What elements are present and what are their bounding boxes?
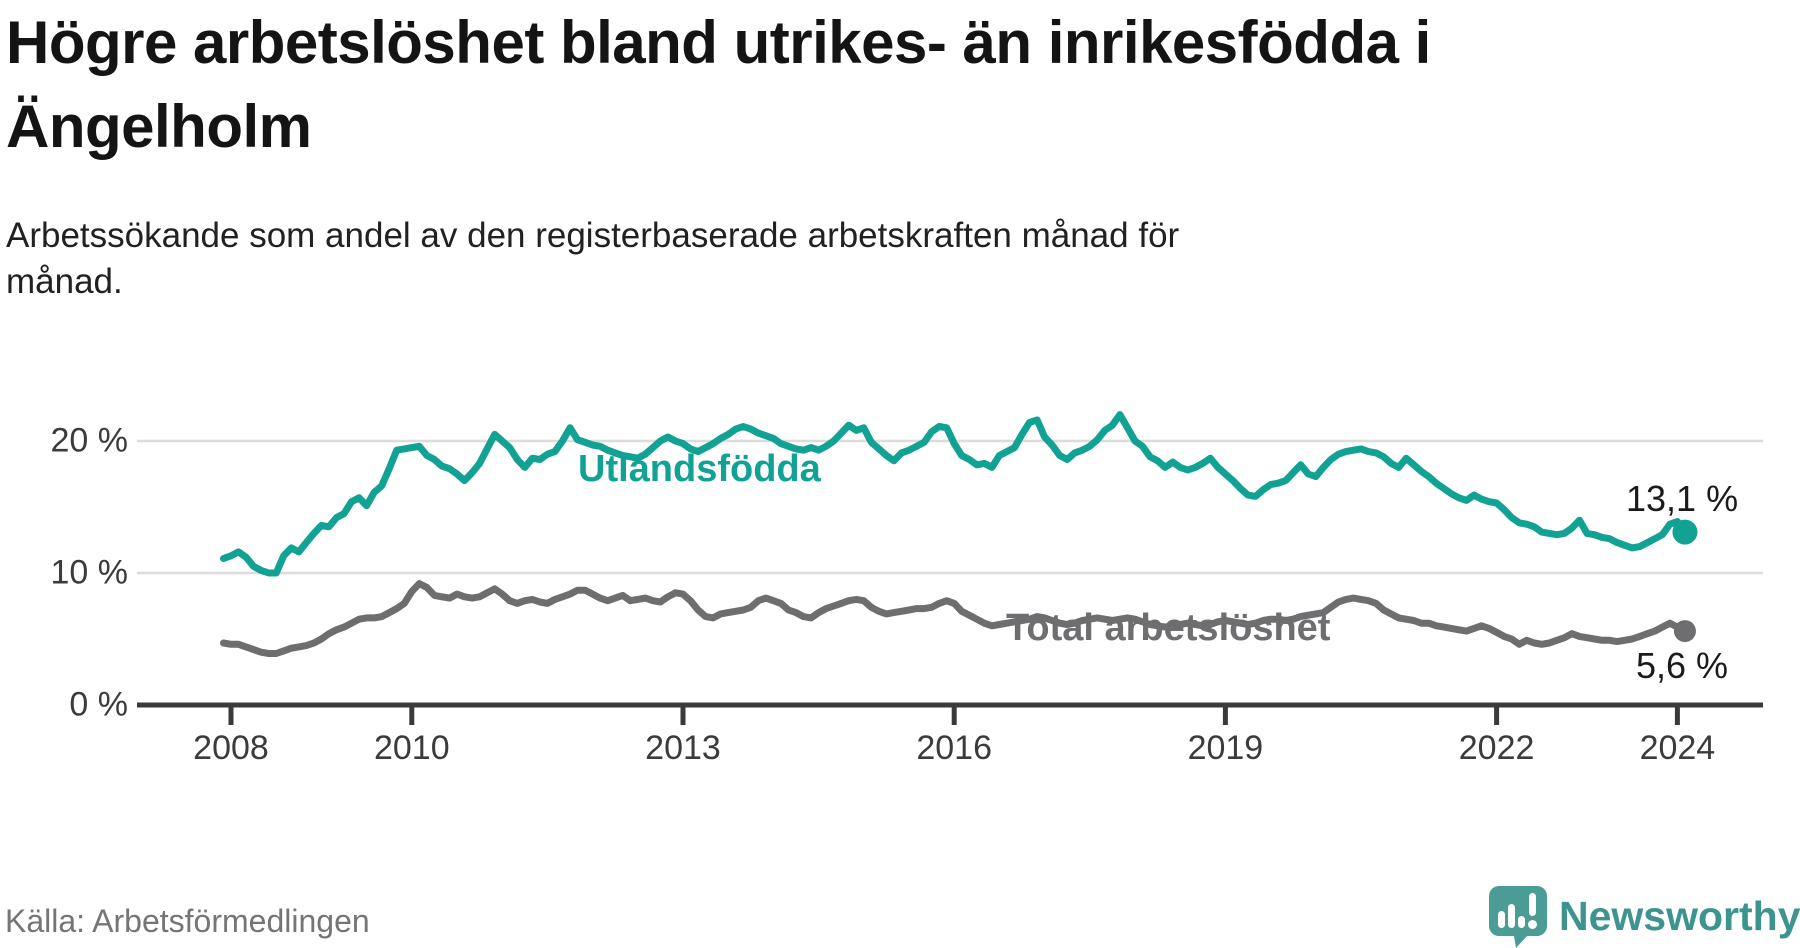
x-tick-label-2019: 2019 [1187,729,1264,767]
x-tick-label-2016: 2016 [916,729,993,767]
y-tick-label-20: 20 % [50,421,129,460]
series-line-utlandsfodda [220,411,1689,577]
end-value-label-utlandsfodda: 13,1 % [1626,478,1739,519]
bar-chart-speech-bubble-icon [1489,886,1547,948]
y-tick-label-10: 10 % [50,553,129,592]
y-tick-label-0: 0 % [69,685,128,724]
newsworthy-wordmark: Newsworthy [1559,893,1800,939]
page-title-line-1: Högre arbetslöshet bland utrikes- än inr… [6,9,1431,76]
series-line-total [220,580,1689,657]
x-tick-label-2013: 2013 [645,729,721,767]
subtitle-line-2: månad. [6,262,123,301]
source-attribution: Källa: Arbetsförmedlingen [5,903,370,939]
series-label-total-arbetsloshet: Total arbetslöshet [1006,607,1331,649]
page-title-line-2: Ängelholm [6,93,312,160]
series-label-utlandsfodda: Utlandsfödda [578,448,821,490]
x-tick-label-2024: 2024 [1639,729,1716,767]
x-tick-label-2022: 2022 [1458,729,1535,767]
subtitle-line-1: Arbetssökande som andel av den registerb… [6,216,1180,255]
x-tick-label-2008: 2008 [193,729,269,767]
newsworthy-logo: Newsworthy [1489,886,1800,948]
series-end-dot-total [1673,620,1696,643]
end-value-label-total: 5,6 % [1636,645,1729,686]
x-tick-label-2010: 2010 [373,729,450,767]
series-end-dot-utlandsfodda [1672,519,1698,545]
